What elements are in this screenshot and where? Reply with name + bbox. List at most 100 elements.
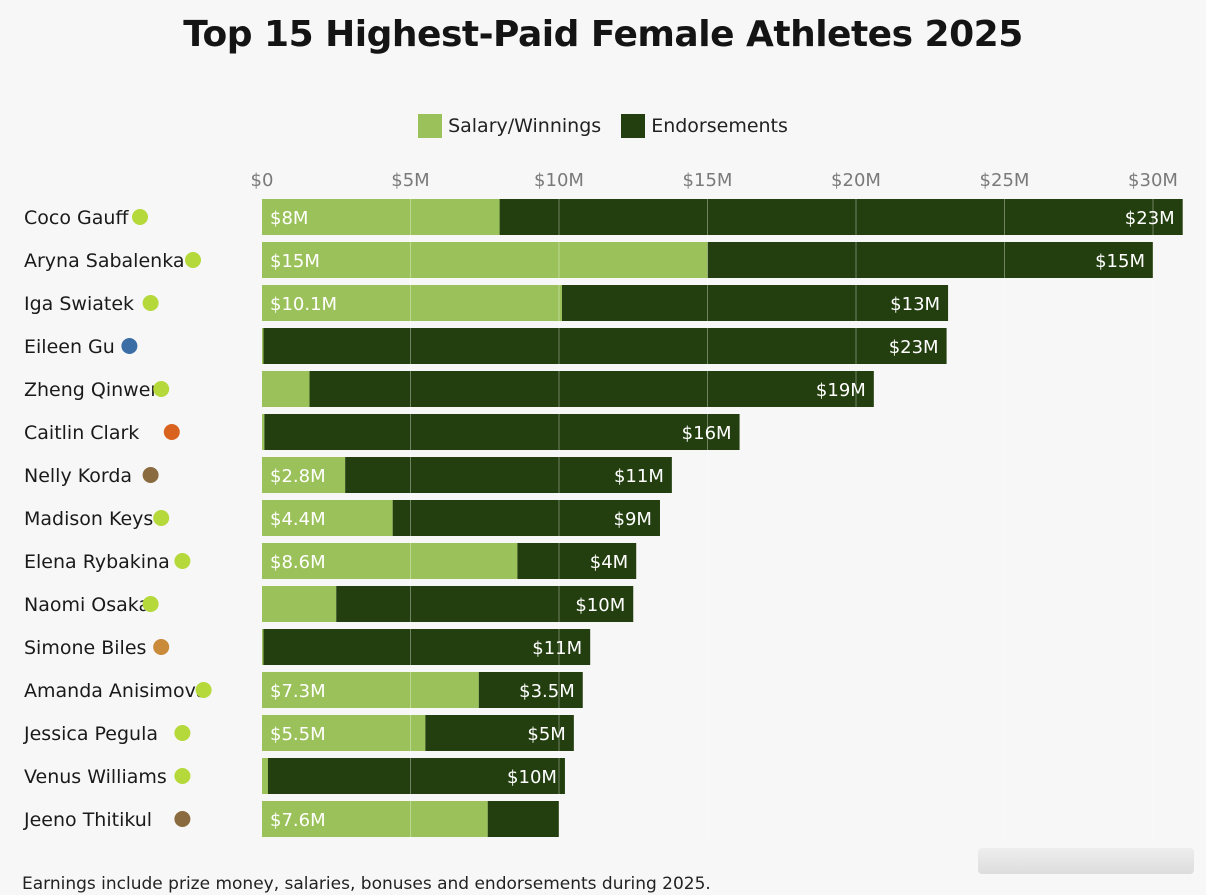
bar-label-salary: $7.3M	[270, 681, 326, 702]
athlete-name: Nelly Korda	[24, 465, 132, 487]
bar-salary	[262, 457, 346, 493]
bar-label-endorsements: $10M	[507, 767, 557, 788]
athlete-name: Iga Swiatek	[24, 293, 134, 315]
bar-salary	[262, 371, 310, 407]
bar-salary	[262, 414, 265, 450]
tennis-icon	[174, 553, 191, 569]
legend-label-salary: Salary/Winnings	[448, 115, 602, 137]
x-tick-label: $25M	[980, 170, 1030, 191]
bar-endorsements	[425, 715, 574, 751]
x-tick-label: $10M	[534, 170, 584, 191]
bar-label-endorsements: $23M	[1125, 208, 1175, 229]
tennis-icon	[174, 768, 191, 784]
bar-label-salary: $7.6M	[270, 810, 326, 831]
tennis-icon	[185, 252, 201, 268]
bar-label-endorsements: $23M	[889, 337, 939, 358]
legend-item-endorsements: Endorsements	[621, 114, 788, 138]
legend-swatch-salary	[418, 114, 443, 138]
bar-label-endorsements: $16M	[682, 423, 732, 444]
bar-label-endorsements: $13M	[890, 294, 940, 315]
bar-salary	[262, 500, 393, 536]
bar-salary	[262, 543, 518, 579]
legend-item-salary: Salary/Winnings	[418, 114, 601, 138]
bar-label-endorsements: $9M	[614, 509, 652, 530]
bar-label-endorsements: $5M	[527, 724, 565, 745]
tennis-icon	[195, 682, 212, 698]
tennis-icon	[142, 596, 159, 612]
bar-salary	[262, 586, 337, 622]
bar-endorsements	[336, 586, 634, 622]
athlete-name: Naomi Osaka	[24, 594, 150, 616]
x-tick-label: $30M	[1128, 170, 1178, 191]
bar-label-endorsements: $10M	[575, 595, 625, 616]
bar-endorsements	[267, 758, 565, 794]
gymnastics-icon	[153, 639, 170, 655]
athlete-name: Venus Williams	[24, 766, 167, 788]
legend-swatch-endorsements	[621, 114, 646, 138]
bar-salary	[262, 758, 268, 794]
athlete-name: Eileen Gu	[24, 336, 115, 358]
tennis-icon	[132, 209, 148, 225]
bar-label-salary: $15M	[270, 251, 320, 272]
bar-salary	[262, 242, 708, 278]
bar-endorsements	[263, 629, 591, 665]
bar-endorsements	[309, 371, 874, 407]
bar-endorsements	[487, 801, 559, 837]
bar-endorsements	[478, 672, 583, 708]
bar-label-endorsements: $19M	[816, 380, 866, 401]
bar-label-endorsements: $3.5M	[519, 681, 575, 702]
x-tick-label: $20M	[831, 170, 881, 191]
bars-group	[262, 199, 1183, 837]
bar-label-endorsements: $11M	[532, 638, 582, 659]
skiing-icon	[121, 338, 138, 354]
bar-salary	[262, 629, 264, 665]
bar-endorsements	[517, 543, 637, 579]
bar-label-endorsements: $11M	[614, 466, 664, 487]
chart-title: Top 15 Highest-Paid Female Athletes 2025	[183, 14, 1023, 55]
athlete-name: Jeeno Thitikul	[23, 809, 152, 831]
bar-label-salary: $10.1M	[270, 294, 337, 315]
bar-label-endorsements: $4M	[590, 552, 628, 573]
athlete-name: Aryna Sabalenka	[24, 250, 185, 272]
legend: Salary/Winnings Endorsements	[0, 114, 1206, 138]
bar-salary	[262, 715, 426, 751]
tennis-icon	[174, 725, 191, 741]
bar-label-salary: $2.8M	[270, 466, 326, 487]
tennis-icon	[153, 381, 170, 397]
scrollbar-thumb[interactable]	[978, 848, 1194, 874]
bar-salary	[262, 801, 488, 837]
athlete-name: Simone Biles	[24, 637, 146, 659]
bar-label-salary: $8M	[270, 208, 308, 229]
bar-salary	[262, 672, 479, 708]
tennis-icon	[153, 510, 170, 526]
bar-salary	[262, 285, 562, 321]
x-tick-label: $0	[251, 170, 274, 191]
legend-label-endorsements: Endorsements	[651, 115, 788, 137]
x-tick-label: $5M	[391, 170, 429, 191]
bar-endorsements	[264, 414, 740, 450]
bar-endorsements	[561, 285, 949, 321]
bar-label-salary: $8.6M	[270, 552, 326, 573]
bar-endorsements	[345, 457, 672, 493]
athlete-name: Elena Rybakina	[24, 551, 170, 573]
footnote: Earnings include prize money, salaries, …	[22, 874, 711, 894]
bar-endorsements	[392, 500, 660, 536]
bar-endorsements	[499, 199, 1183, 235]
golf-icon	[142, 467, 159, 483]
bar-label-salary: $5.5M	[270, 724, 326, 745]
x-tick-label: $15M	[683, 170, 733, 191]
athlete-name: Zheng Qinwen	[24, 379, 162, 401]
bar-salary	[262, 328, 264, 364]
bar-salary	[262, 199, 500, 235]
bar-label-salary: $4.4M	[270, 509, 326, 530]
basketball-icon	[163, 424, 180, 440]
athlete-name: Caitlin Clark	[24, 422, 139, 444]
golf-icon	[174, 811, 191, 827]
bar-label-endorsements: $15M	[1095, 251, 1145, 272]
athlete-name: Jessica Pegula	[23, 723, 158, 745]
bar-endorsements	[707, 242, 1153, 278]
athlete-name: Amanda Anisimova	[24, 680, 207, 702]
bar-endorsements	[263, 328, 947, 364]
tennis-icon	[142, 295, 159, 311]
